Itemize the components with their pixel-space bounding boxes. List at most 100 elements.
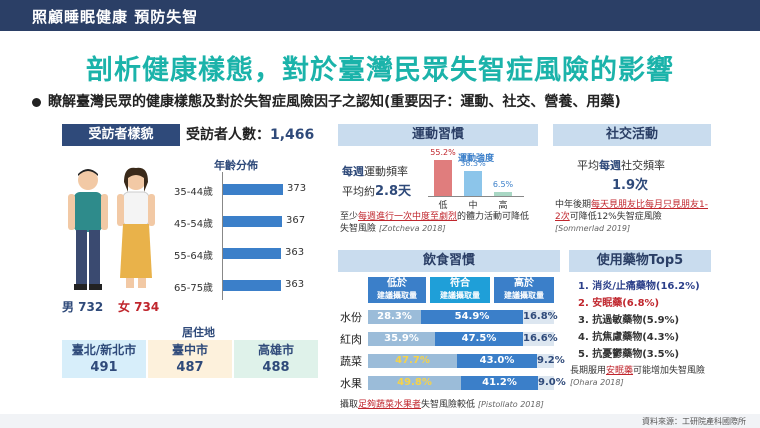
age-group-label: 65-75歲 [174, 283, 214, 294]
medication-item: 3. 抗過敏藥物(5.9%) [578, 315, 680, 326]
bullet-icon [32, 98, 41, 107]
residence-title: 居住地 [182, 326, 215, 339]
meds-heading: 使用藥物Top5 [569, 250, 711, 272]
meds-note-c: 可能增加失智風險 [633, 366, 706, 376]
respondent-count-label: 受訪者人數： [186, 127, 270, 143]
medication-item: 5. 抗憂鬱藥物(3.5%) [578, 349, 680, 360]
social-note-a: 中年後期 [555, 200, 592, 210]
age-axis [222, 172, 223, 300]
age-bar [223, 248, 281, 259]
age-value: 373 [287, 183, 307, 194]
intensity-label: 中 [468, 201, 478, 211]
diet-note-highlight: 足夠蔬菜水果者 [358, 400, 422, 410]
diet-col-top: 高於 [514, 278, 534, 289]
exercise-note: 至少每週進行一次中度至劇烈的體力活動可降低失智風險 [Zotcheva 2018… [340, 211, 536, 235]
diet-mid-cell: 43.0% [457, 354, 537, 368]
female-count: 女 734 [118, 300, 160, 314]
diet-mid-cell: 54.9% [421, 310, 523, 324]
diet-col-bottom: 建議攝取量 [377, 291, 417, 300]
page-title: 剖析健康樣態，對於臺灣民眾失智症風險的影響 [86, 55, 674, 86]
diet-low-cell: 35.9% [368, 332, 435, 346]
diet-high-cell: 16.6% [523, 332, 558, 346]
intensity-bar [434, 160, 452, 196]
diet-heading: 飲食習慣 [338, 250, 560, 272]
social-note-ref: [Sommerlad 2019] [555, 224, 631, 233]
exercise-avg-line: 平均約2.8天 [342, 180, 411, 199]
male-figure-icon [68, 169, 108, 290]
diet-high-cell: 9.2% [537, 354, 565, 368]
meds-note: 長期服用安眠藥可能增加失智風險 [Ohara 2018] [570, 365, 712, 389]
age-value: 363 [285, 279, 305, 290]
diet-low-cell: 49.8% [368, 376, 461, 390]
social-line-week: 每週 [599, 159, 621, 172]
diet-high-cell: 16.8% [523, 310, 558, 324]
diet-row-name: 水果 [340, 377, 362, 390]
diet-note-ref: [Pistollato 2018] [477, 400, 544, 409]
diet-col-header: 符合 建議攝取量 [430, 277, 490, 303]
exercise-note-highlight: 每週進行一次中度至劇烈 [358, 212, 458, 222]
diet-low-cell: 47.7% [368, 354, 457, 368]
social-freq-line: 平均每週社交頻率 [577, 157, 665, 173]
diet-low-cell: 28.3% [368, 310, 421, 324]
exercise-freq-label: 運動頻率 [364, 165, 408, 178]
respondent-count-value: 1,466 [270, 127, 315, 143]
intensity-bar [464, 171, 482, 196]
residence-box: 臺中市 487 [148, 340, 232, 378]
diet-col-header: 低於 建議攝取量 [368, 277, 426, 303]
male-count: 男 732 [62, 300, 104, 314]
diet-note-a: 攝取 [340, 400, 359, 410]
diet-col-top: 低於 [387, 278, 407, 289]
diet-col-top: 符合 [450, 278, 470, 289]
age-group-label: 55-64歲 [174, 251, 214, 262]
source-note: 資料來源：工研院產科國際所 [642, 417, 746, 426]
residence-name: 高雄市 [257, 343, 294, 357]
diet-col-bottom: 建議攝取量 [440, 291, 480, 300]
intensity-value: 6.5% [492, 180, 514, 189]
intensity-bar [494, 192, 512, 196]
exercise-axis [428, 196, 524, 197]
exercise-note-a: 至少 [340, 212, 359, 222]
footer-bar [0, 414, 760, 428]
exercise-avg-label: 平均約 [342, 185, 375, 198]
medication-item: 4. 抗焦慮藥物(4.3%) [578, 332, 680, 343]
social-value: 1.9次 [612, 178, 649, 193]
age-value: 363 [285, 247, 305, 258]
age-bar [223, 280, 281, 291]
respondents-heading: 受訪者樣貌 [62, 124, 180, 146]
diet-note-c: 失智風險較低 [421, 400, 476, 410]
intensity-value: 55.2% [430, 148, 456, 157]
intensity-label: 高 [498, 201, 508, 211]
social-note-c: 可降低12%失智症風險 [569, 212, 662, 222]
diet-row-name: 水份 [340, 311, 362, 324]
diet-mid-cell: 47.5% [435, 332, 523, 346]
intensity-value: 38.3% [460, 159, 486, 168]
age-group-label: 45-54歲 [174, 219, 214, 230]
residence-value: 488 [262, 360, 290, 375]
bullet-text: 瞭解臺灣民眾的健康樣態及對於失智症風險因子之認知(重要因子：運動、社交、營養、用… [48, 94, 621, 110]
exercise-freq-line: 每週運動頻率 [342, 163, 408, 179]
female-figure-icon [117, 167, 155, 288]
residence-box: 高雄市 488 [234, 340, 318, 378]
diet-col-bottom: 建議攝取量 [504, 291, 544, 300]
age-group-label: 35-44歲 [174, 187, 214, 198]
exercise-freq-week: 每週 [342, 165, 364, 178]
meds-note-ref: [Ohara 2018] [570, 378, 624, 387]
diet-row-name: 紅肉 [340, 333, 362, 346]
age-chart-title: 年齡分佈 [214, 159, 258, 172]
diet-col-header: 高於 建議攝取量 [494, 277, 554, 303]
meds-note-highlight: 安眠藥 [606, 366, 634, 376]
top-bar: 照顧睡眠健康 預防失智 [0, 0, 760, 31]
residence-name: 臺北/新北市 [71, 343, 137, 357]
medication-item: 1. 消炎/止痛藥物(16.2%) [578, 281, 700, 292]
intensity-label: 低 [438, 201, 448, 211]
exercise-chart-title: 運動強度 [458, 154, 495, 164]
residence-name: 臺中市 [171, 343, 208, 357]
respondent-count: 受訪者人數：1,466 [186, 124, 314, 146]
age-bar [223, 216, 282, 227]
exercise-heading: 運動習慣 [338, 124, 538, 146]
diet-note: 攝取足夠蔬菜水果者失智風險較低 [Pistollato 2018] [340, 397, 544, 410]
social-note: 中年後期每天見朋友比每月只見朋友1-2次可降低12%失智症風險 [Sommerl… [555, 199, 709, 235]
social-heading: 社交活動 [553, 124, 711, 146]
exercise-note-c: 的體力活動可降低失智風險 [340, 212, 530, 234]
age-bar [223, 184, 283, 195]
